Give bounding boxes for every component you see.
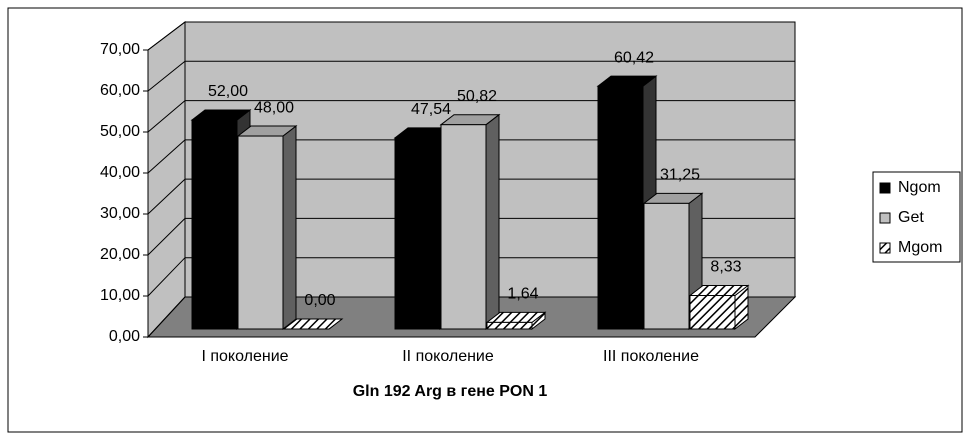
data-label: 31,25 (660, 167, 700, 184)
data-label: 47,54 (411, 101, 451, 118)
data-label: 48,00 (254, 99, 294, 116)
data-label: 8,33 (710, 259, 741, 276)
data-label: 52,00 (208, 83, 248, 100)
grid-line (147, 100, 795, 133)
data-label: 50,82 (457, 88, 497, 105)
grid-line (147, 139, 795, 174)
x-tick-label: I поколение (201, 348, 288, 365)
legend-swatch (879, 212, 891, 224)
grid-line (147, 60, 795, 92)
grid-line (147, 257, 795, 297)
bar (439, 113, 501, 331)
bar (688, 284, 750, 331)
legend-swatch (879, 182, 891, 194)
x-tick-label: III поколение (603, 348, 699, 365)
grid-line (147, 296, 795, 338)
x-tick-label: II поколение (402, 348, 494, 365)
y-tick-label: 30,00 (100, 205, 140, 222)
bar (236, 125, 298, 331)
data-label: 60,42 (614, 49, 654, 66)
legend-label: Mgom (898, 239, 942, 256)
x-axis-title: Gln 192 Arg в гене PON 1 (353, 383, 548, 400)
y-tick-label: 60,00 (100, 82, 140, 99)
y-tick-label: 50,00 (100, 123, 140, 140)
grid-line (147, 217, 795, 256)
legend-swatch (879, 242, 891, 254)
y-tick-label: 70,00 (100, 41, 140, 58)
grid-line (147, 21, 795, 51)
y-tick-label: 40,00 (100, 164, 140, 181)
bar (282, 318, 344, 330)
y-tick-label: 10,00 (100, 287, 140, 304)
y-tick-label: 20,00 (100, 246, 140, 263)
data-label: 0,00 (304, 292, 335, 309)
legend-label: Get (898, 209, 924, 226)
data-label: 1,64 (507, 286, 538, 303)
legend-label: Ngom (898, 179, 941, 196)
bar (485, 311, 547, 331)
grid-line (147, 178, 795, 215)
y-tick-label: 0,00 (109, 328, 140, 345)
